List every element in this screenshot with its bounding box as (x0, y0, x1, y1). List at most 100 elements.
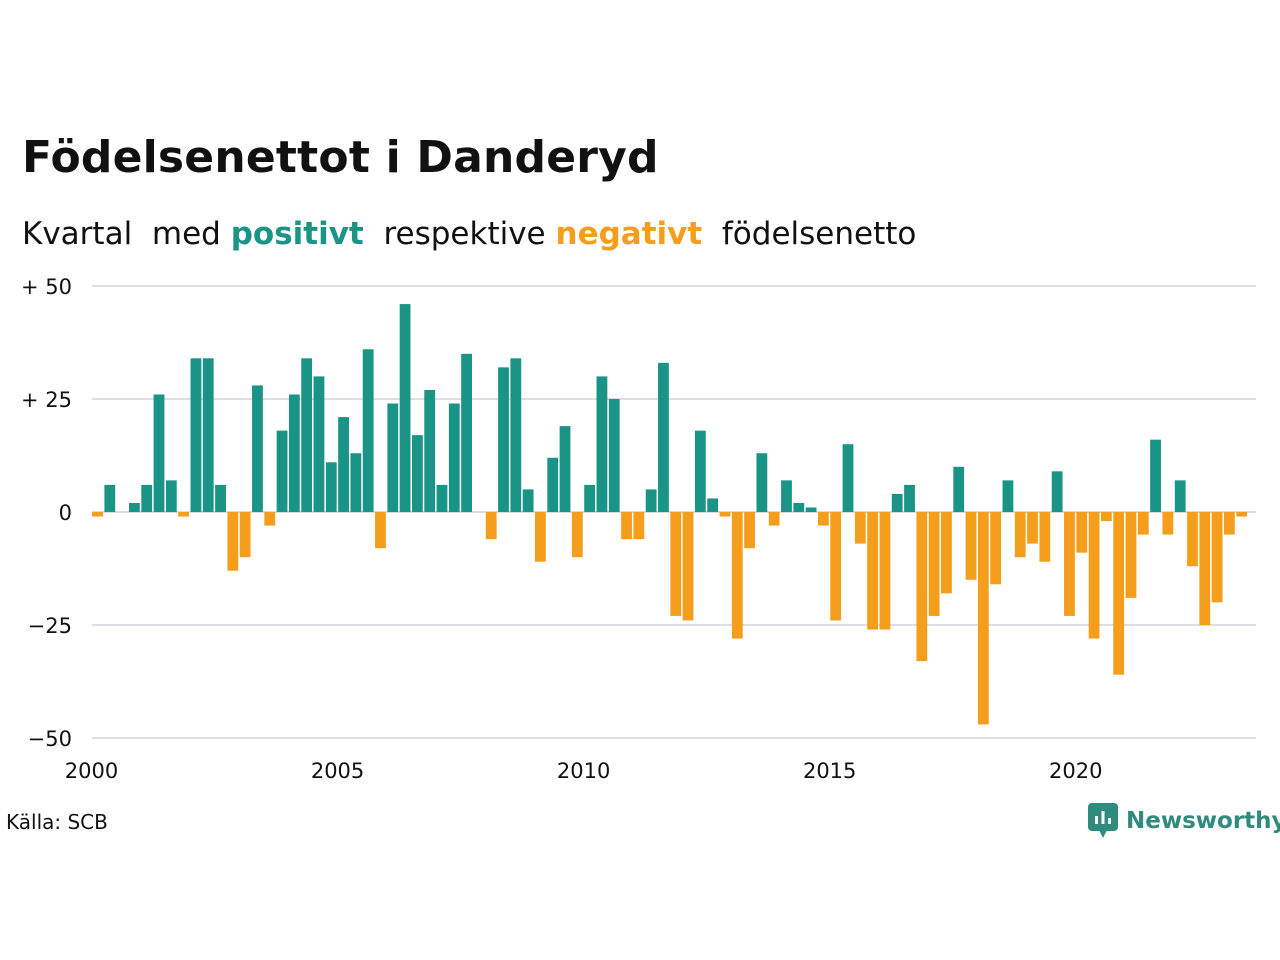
bar (325, 462, 337, 512)
subtitle-text-1: Kvartal med (22, 216, 231, 252)
bar (141, 484, 153, 512)
bar (891, 493, 903, 512)
y-tick-label: 0 (59, 501, 72, 525)
subtitle-negative-label: negativt (555, 216, 703, 252)
bar (498, 367, 509, 512)
bar (436, 484, 448, 512)
bar (411, 435, 423, 512)
bar (854, 512, 866, 544)
bar (190, 358, 202, 512)
bar (264, 512, 276, 526)
bar (227, 512, 239, 571)
bar (399, 304, 411, 512)
bar (252, 385, 263, 512)
bar (288, 394, 300, 512)
bar (1236, 512, 1248, 517)
bar (129, 502, 140, 512)
x-tick-label: 2010 (557, 759, 610, 783)
bar (608, 399, 620, 512)
bar (658, 362, 669, 512)
bar (350, 453, 362, 512)
bar (239, 512, 251, 558)
bar (817, 512, 829, 526)
bar (1076, 512, 1088, 553)
bar (571, 512, 583, 558)
bar (375, 512, 386, 549)
bar (904, 484, 915, 512)
bar (313, 376, 325, 512)
bar (744, 512, 755, 549)
x-tick-label: 2005 (311, 759, 364, 783)
bar (953, 466, 965, 512)
bar (879, 512, 891, 630)
bar (1199, 512, 1211, 625)
bar (522, 489, 534, 512)
bar (928, 512, 940, 616)
bar (1174, 480, 1186, 512)
bar (805, 507, 817, 512)
x-tick-label: 2020 (1049, 759, 1102, 783)
bar (559, 426, 571, 512)
y-tick-label: −25 (28, 614, 72, 638)
bar (584, 484, 596, 512)
bar (448, 403, 460, 512)
bar (485, 512, 497, 540)
bar (670, 512, 682, 616)
subtitle-text-2: respektive (363, 216, 556, 252)
bar (633, 512, 645, 540)
bar (1027, 512, 1038, 544)
bar (719, 512, 731, 517)
bar (362, 349, 374, 512)
bar (424, 389, 436, 512)
bar (92, 512, 103, 517)
bar (756, 453, 768, 512)
bar (535, 512, 546, 562)
bar (461, 353, 472, 512)
bar (104, 484, 116, 512)
subtitle-positive-label: positivt (230, 216, 364, 252)
bar (202, 358, 214, 512)
bar (1223, 512, 1235, 535)
bar (977, 512, 989, 725)
y-tick-label: + 25 (21, 388, 72, 412)
bar (1125, 512, 1137, 598)
bar (731, 512, 743, 639)
bar (165, 480, 177, 512)
bar (793, 502, 805, 512)
bar (1211, 512, 1223, 603)
bar (694, 430, 706, 512)
bar (1150, 439, 1161, 512)
bar (1113, 512, 1125, 675)
x-tick-label: 2000 (65, 759, 118, 783)
bar (338, 417, 349, 512)
source-note: Källa: SCB (6, 810, 108, 834)
bar (682, 512, 694, 621)
y-tick-label: −50 (28, 727, 72, 751)
bar (990, 512, 1002, 585)
bar (1137, 512, 1149, 535)
bar (1039, 512, 1051, 562)
bar (510, 358, 522, 512)
bar (781, 480, 792, 512)
chart-subtitle: Kvartal med positivt respektive negativt… (22, 216, 916, 252)
bar (916, 512, 928, 662)
bar (1100, 512, 1112, 522)
bar (596, 376, 608, 512)
bar (830, 512, 842, 621)
bar (645, 489, 657, 512)
bar (941, 512, 952, 594)
bar (1187, 512, 1198, 567)
bar (768, 512, 780, 526)
bar (1002, 480, 1014, 512)
bar (867, 512, 879, 630)
bar (1064, 512, 1075, 616)
newsworthy-logo-text: Newsworthy (1126, 808, 1280, 834)
bar (276, 430, 288, 512)
bar (621, 512, 632, 540)
bar (1051, 471, 1063, 512)
y-tick-label: + 50 (21, 275, 72, 299)
subtitle-text-3: födelsenetto (702, 216, 917, 252)
bar (215, 484, 226, 512)
bar (1088, 512, 1100, 639)
newsworthy-logo[interactable]: Newsworthy (1088, 803, 1280, 839)
